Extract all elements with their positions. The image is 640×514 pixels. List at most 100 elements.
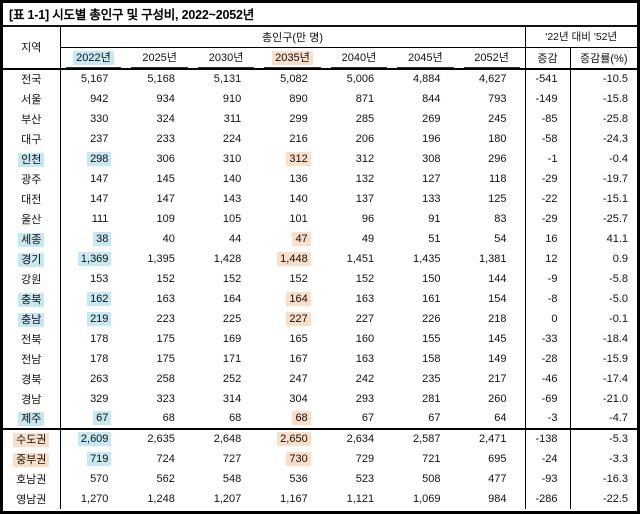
population-value: 1,395 (147, 252, 175, 265)
population-value-cell: 252 (193, 369, 259, 389)
population-value: 1,435 (413, 252, 441, 265)
population-value-cell: 68 (126, 409, 192, 429)
population-value-cell: 67 (326, 409, 392, 429)
region-label: 제주 (18, 412, 45, 426)
change-rate-cell: 0.9 (612, 252, 628, 265)
region-label: 영남권 (16, 493, 47, 506)
population-value: 233 (156, 132, 175, 145)
population-value-cell: 5,168 (126, 69, 192, 89)
region-cell: 울산 (3, 208, 61, 229)
population-value: 844 (422, 92, 441, 105)
population-value: 548 (222, 472, 242, 485)
population-value: 2,635 (147, 433, 175, 445)
change-cell: -33 (525, 328, 571, 349)
population-value: 140 (222, 172, 242, 185)
population-value: 5,082 (280, 73, 308, 85)
population-value-cell: 2,587 (392, 427, 459, 449)
change-rate-header: 증감률(%) (570, 47, 637, 70)
change-cell: -286 (525, 488, 571, 509)
population-value-cell: 54 (458, 228, 526, 249)
population-value-cell: 160 (326, 329, 392, 349)
table-row: 전국 5,167 5,168 5,131 5,082 5,006 4,884 4,627 -54… (3, 68, 637, 89)
region-cell: 충북 (3, 288, 61, 309)
table-row: 부산 330 324 311 299 285 269 245 -85 -25.8 (3, 108, 637, 129)
population-value: 47 (292, 231, 311, 246)
table-row: 세종 38 40 44 47 49 51 54 16 41.1 (3, 228, 637, 249)
population-value-cell: 83 (458, 208, 526, 229)
population-value-cell: 68 (193, 409, 259, 429)
change-rate-cell: -15.1 (602, 192, 628, 205)
population-value-cell: 180 (458, 128, 526, 149)
population-value-cell: 2,635 (126, 427, 193, 449)
population-value: 1,167 (280, 492, 308, 505)
change-cell: -29 (525, 168, 571, 189)
population-value: 155 (422, 332, 441, 345)
change-cell: -22 (525, 188, 571, 209)
population-value: 133 (422, 192, 441, 205)
population-value-cell: 91 (392, 209, 458, 229)
population-value-cell: 64 (458, 408, 526, 429)
population-value-cell: 196 (392, 129, 458, 149)
change-cell: -85 (525, 108, 571, 129)
population-value: 49 (361, 232, 375, 245)
population-value: 730 (286, 451, 311, 466)
population-value: 224 (222, 132, 242, 145)
change-rate-cell: -5.0 (609, 292, 628, 305)
population-value-cell: 233 (126, 129, 192, 149)
population-value: 180 (488, 132, 507, 145)
population-value-cell: 1,069 (392, 489, 458, 509)
population-value-cell: 206 (326, 129, 392, 149)
population-value-cell: 169 (193, 329, 259, 349)
population-value: 68 (292, 411, 311, 425)
population-value-cell: 152 (259, 269, 325, 289)
table-row: 제주 67 68 68 68 67 67 64 -3 -4.7 (3, 408, 637, 429)
population-value-cell: 167 (259, 349, 325, 369)
population-value-cell: 226 (392, 309, 458, 329)
change-cell: -29 (525, 208, 571, 229)
population-value-cell: 218 (458, 308, 526, 329)
population-value-cell: 4,627 (458, 68, 526, 89)
change-rate-cell: -22.5 (602, 492, 628, 505)
population-value: 171 (222, 352, 242, 365)
table-row: 대전 147 147 143 140 137 133 125 -22 -15.1 (3, 188, 637, 209)
population-value: 162 (87, 291, 112, 306)
region-label: 중부권 (13, 452, 50, 467)
change-rate-cell: -0.4 (609, 152, 628, 165)
population-value-cell: 871 (326, 89, 392, 109)
population-value: 218 (488, 312, 507, 325)
population-value: 64 (494, 412, 507, 424)
table-row: 인천 298 306 310 312 312 308 296 -1 -0.4 (3, 148, 637, 169)
population-value: 144 (488, 272, 507, 285)
population-value: 196 (422, 132, 441, 145)
population-value: 1,428 (213, 252, 242, 265)
population-value-cell: 163 (326, 289, 392, 309)
population-value-cell: 158 (392, 349, 458, 369)
population-value: 68 (162, 412, 175, 424)
population-value-cell: 293 (326, 389, 392, 409)
population-value: 910 (222, 92, 242, 105)
population-value-cell: 96 (326, 209, 392, 229)
year-header-2022: 2022년 (60, 47, 127, 70)
population-value-cell: 136 (259, 169, 325, 189)
population-value: 721 (422, 452, 441, 465)
change-rate-cell: -25.8 (602, 112, 628, 125)
population-value-cell: 1,167 (259, 489, 325, 509)
table-header: 지역 총인구(만 명) '22년 대비 '52년 2022년 2025년 203… (3, 27, 637, 70)
population-value-cell: 164 (193, 289, 259, 309)
population-value-cell: 223 (126, 309, 192, 329)
region-cell: 중부권 (3, 448, 61, 469)
change-header: 증감 (525, 47, 571, 70)
population-value: 4,884 (413, 73, 441, 85)
population-value: 1,369 (77, 251, 112, 266)
population-value: 163 (355, 352, 375, 365)
population-value: 260 (488, 392, 507, 405)
population-value-cell: 155 (392, 329, 458, 349)
population-value: 330 (90, 112, 109, 125)
change-cell: -28 (525, 348, 571, 369)
population-value: 729 (355, 452, 375, 465)
population-table: 지역 총인구(만 명) '22년 대비 '52년 2022년 2025년 203… (3, 27, 637, 509)
population-value-cell: 68 (259, 409, 325, 429)
population-value: 310 (222, 152, 242, 165)
population-value-cell: 314 (193, 389, 259, 409)
